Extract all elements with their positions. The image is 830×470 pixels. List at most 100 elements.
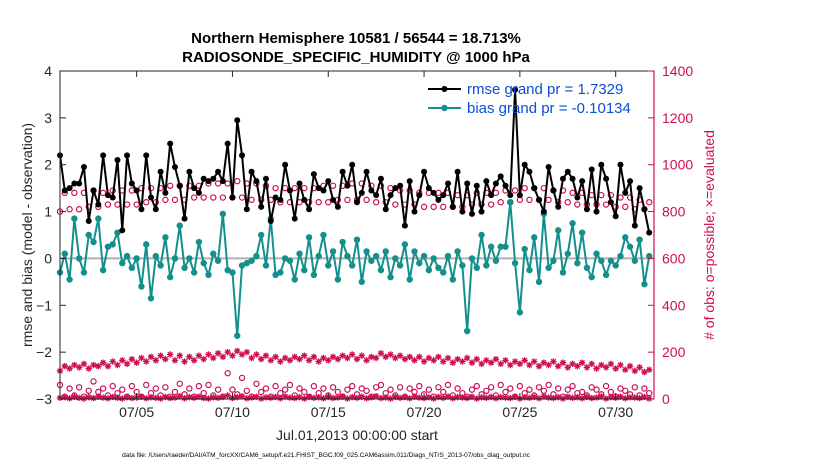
bias-point [569,220,576,227]
possible-marker-upper [492,189,500,197]
evaluated-marker-upper-glyph [339,352,346,359]
evaluated-marker-upper [248,354,255,362]
bias-point [219,210,227,218]
possible-marker-lower [545,381,552,389]
evaluated-marker-lower-glyph [545,394,552,401]
evaluated-marker-lower-glyph [578,395,586,402]
possible-marker-lower [444,381,452,389]
possible-marker-upper [171,196,179,204]
possible-marker-upper [66,206,73,213]
possible-marker-lower [262,385,270,392]
possible-marker-lower [296,385,303,392]
evaluated-marker-lower-glyph [502,394,509,401]
evaluated-marker-upper-glyph [80,360,88,368]
evaluated-marker-upper-glyph [344,354,351,362]
evaluated-marker-upper [277,358,284,365]
evaluated-marker-lower [540,393,548,400]
bias-point [636,236,643,243]
evaluated-marker-lower-glyph [95,393,102,400]
evaluated-marker-upper-glyph [238,351,246,358]
evaluated-marker-lower-glyph [377,394,385,402]
bias-point [622,234,629,241]
evaluated-marker-lower [406,395,413,402]
y-tick-label: 2 [44,157,52,173]
evaluated-marker-upper [559,359,567,366]
evaluated-marker-lower [109,393,116,401]
possible-marker-upper [363,196,370,204]
bias-point [607,257,615,264]
evaluated-marker-upper-glyph [559,359,567,366]
evaluated-marker-lower [607,393,615,401]
possible-marker-upper [186,182,193,189]
legend-rmse-marker [441,86,448,92]
evaluated-marker-lower-glyph [162,393,169,401]
x-tick-label: 07/10 [215,404,250,420]
evaluated-marker-upper-glyph [521,357,528,364]
evaluated-marker-lower [487,393,495,401]
evaluated-marker-upper-glyph [310,353,318,361]
evaluated-marker-upper-glyph [545,361,552,369]
bias-point [406,276,413,283]
evaluated-marker-upper [602,364,610,371]
evaluated-marker-lower-glyph [248,394,255,401]
evaluated-marker-lower [99,394,107,401]
rmse-point [224,140,231,147]
evaluated-marker-lower-glyph [435,393,442,401]
evaluated-marker-lower-glyph [71,393,78,400]
evaluated-marker-lower [320,395,327,402]
bias-point [99,266,107,274]
evaluated-marker-lower-glyph [291,394,298,402]
evaluated-marker-upper-glyph [349,351,356,358]
evaluated-marker-upper-glyph [550,358,557,365]
rmse-point [483,178,490,185]
rmse-point [555,203,562,210]
evaluated-marker-lower [128,394,136,402]
evaluated-marker-upper-glyph [387,351,394,358]
evaluated-marker-lower-glyph [368,394,375,401]
possible-marker-upper [392,201,399,208]
rmse-point [301,196,308,203]
evaluated-marker-upper-glyph [435,353,442,361]
bias-point [468,255,476,262]
y2-tick-label: 1400 [662,63,693,79]
possible-marker-lower [440,388,447,396]
rmse-point [502,182,509,189]
evaluated-marker-upper-glyph [147,353,155,361]
evaluated-marker-upper-glyph [396,352,404,359]
bias-point [152,252,160,260]
rmse-point [368,187,375,194]
evaluated-marker-upper-glyph [540,359,548,366]
y-tick-label: −2 [36,344,52,360]
bias-point [176,222,183,229]
possible-marker-lower [349,382,356,390]
possible-marker-upper [622,203,629,211]
evaluated-marker-lower [75,394,83,402]
evaluated-marker-lower [411,393,418,400]
evaluated-marker-lower-glyph [444,393,452,400]
evaluated-marker-upper [545,361,552,369]
evaluated-marker-lower-glyph [277,395,284,402]
bias-point [646,252,653,260]
evaluated-marker-lower-glyph [349,393,356,401]
evaluated-marker-lower-glyph [310,394,318,402]
bias-point [545,264,552,271]
evaluated-marker-lower [85,393,92,401]
evaluated-marker-lower [281,393,289,400]
evaluated-marker-lower-glyph [463,394,471,402]
evaluated-marker-upper [238,351,246,358]
bias-point [511,259,519,267]
evaluated-marker-upper [626,363,634,370]
bias-point [296,250,303,257]
evaluated-marker-lower-glyph [186,393,193,401]
rmse-point [315,185,322,192]
possible-marker-lower [85,387,92,394]
evaluated-marker-upper [401,355,409,363]
evaluated-marker-upper-glyph [416,353,423,361]
evaluated-marker-lower-glyph [243,395,251,402]
rmse-point [603,175,610,182]
bias-point [162,234,169,241]
evaluated-marker-lower [339,393,346,400]
evaluated-marker-upper [358,352,365,359]
rmse-point [588,166,595,173]
evaluated-marker-upper-glyph [281,354,289,362]
